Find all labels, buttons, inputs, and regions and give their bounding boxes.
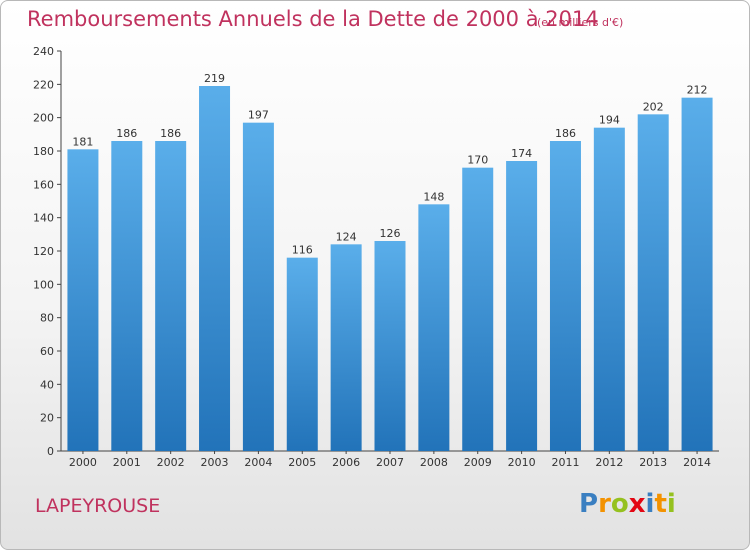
chart-title: Remboursements Annuels de la Dette de 20… (27, 7, 599, 31)
y-tick-label: 60 (40, 345, 54, 358)
bar (549, 141, 581, 451)
logo-letter: P (579, 489, 599, 519)
bar-value-label: 148 (423, 190, 444, 203)
logo-letter: o (610, 489, 629, 519)
bar (637, 114, 669, 451)
logo-letter: i (645, 489, 655, 519)
y-tick-label: 160 (33, 178, 54, 191)
bar-value-label: 197 (248, 109, 269, 122)
bar (242, 122, 274, 452)
bar-value-label: 186 (555, 127, 576, 140)
bar-value-label: 194 (599, 114, 620, 127)
bar (462, 167, 494, 451)
bar (286, 257, 318, 451)
commune-name: LAPEYROUSE (35, 495, 161, 517)
bar-value-label: 202 (643, 100, 664, 113)
y-tick-label: 0 (47, 445, 54, 458)
x-tick-label: 2009 (464, 456, 492, 469)
x-tick-label: 2008 (420, 456, 448, 469)
proxiti-logo: Proxiti (579, 489, 676, 519)
bar-value-label: 116 (292, 244, 313, 257)
axes: 0 20 40 60 80 100 120 140 160 180 200 220 240 (33, 45, 719, 458)
x-tick-label: 2010 (508, 456, 536, 469)
bar-value-label: 219 (204, 72, 225, 85)
bar (155, 141, 187, 451)
logo-letter: t (654, 489, 667, 519)
bar-value-label: 186 (116, 127, 137, 140)
bar-value-label: 124 (336, 230, 357, 243)
logo-letter: i (666, 489, 676, 519)
bar-value-label: 170 (467, 154, 488, 167)
bar (374, 241, 406, 451)
y-tick-label: 120 (33, 245, 54, 258)
bar (681, 97, 713, 452)
bars (67, 86, 713, 452)
y-tick-label: 40 (40, 378, 54, 391)
y-tick-label: 20 (40, 412, 54, 425)
bar (330, 244, 362, 451)
x-tick-label: 2002 (157, 456, 185, 469)
x-tick-label: 2001 (113, 456, 141, 469)
bar-value-label: 186 (160, 127, 181, 140)
x-tick-label: 2012 (595, 456, 623, 469)
y-tick-label: 180 (33, 145, 54, 158)
logo-letter: x (628, 489, 646, 519)
bar (199, 86, 231, 451)
y-tick-label: 100 (33, 278, 54, 291)
x-tick-label: 2014 (683, 456, 711, 469)
y-tick-label: 140 (33, 212, 54, 225)
x-tick-label: 2006 (332, 456, 360, 469)
x-tick-label: 2013 (639, 456, 667, 469)
x-tick-label: 2000 (69, 456, 97, 469)
bar (67, 149, 99, 452)
bar-value-label: 212 (687, 84, 708, 97)
logo-letter: r (598, 489, 611, 519)
bar (111, 141, 143, 451)
x-tick-label: 2003 (201, 456, 229, 469)
y-tick-label: 80 (40, 312, 54, 325)
bar (418, 204, 450, 451)
y-tick-label: 220 (33, 78, 54, 91)
x-tick-label: 2005 (288, 456, 316, 469)
x-tick-label: 2004 (244, 456, 272, 469)
bar-value-label: 126 (380, 227, 401, 240)
bar (593, 127, 625, 452)
bar-value-label: 181 (72, 135, 93, 148)
y-tick-label: 200 (33, 112, 54, 125)
labels: 181 2000 186 2001 186 2002 219 2003 197 2004 116 20… (69, 72, 711, 469)
chart-subtitle: (en milliers d'€) (537, 16, 624, 29)
x-tick-label: 2011 (551, 456, 579, 469)
bar-value-label: 174 (511, 147, 532, 160)
x-tick-label: 2007 (376, 456, 404, 469)
bar (506, 161, 538, 451)
y-tick-label: 240 (33, 45, 54, 58)
